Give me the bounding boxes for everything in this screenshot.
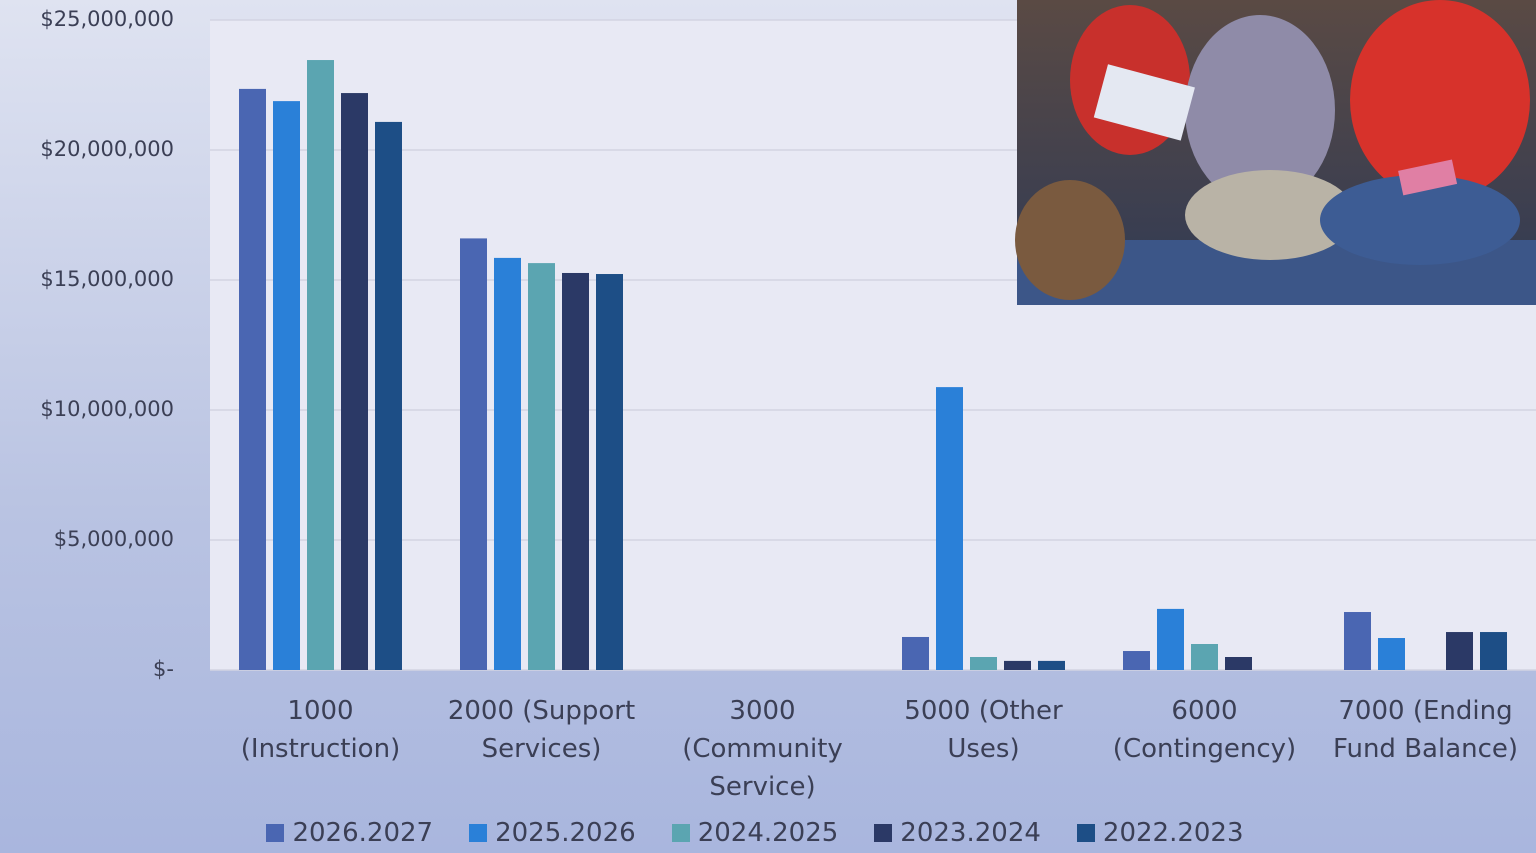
legend-label: 2023.2024 [900, 818, 1041, 848]
legend-swatch [1076, 824, 1095, 842]
bar [936, 387, 963, 670]
bar [1123, 651, 1150, 670]
legend-label: 2026.2027 [292, 818, 434, 848]
legend-entry: 2023.2024 [874, 818, 1041, 848]
x-tick-label: 5000 (Other Uses) [904, 696, 1063, 764]
bar [1004, 660, 1031, 670]
y-tick-label: $5,000,000 [54, 527, 174, 551]
bar [1480, 632, 1507, 670]
bar [307, 60, 334, 671]
legend-entry: 2024.2025 [671, 818, 839, 848]
legend-swatch [874, 824, 893, 842]
bar [239, 88, 266, 670]
legend-label: 2025.2026 [495, 818, 636, 848]
bars [239, 60, 1507, 671]
photo [1015, 0, 1536, 305]
bar [273, 101, 300, 671]
legend-swatch [671, 824, 690, 842]
bar [902, 636, 929, 670]
bar [1157, 608, 1184, 670]
bar [1446, 632, 1473, 670]
legend-label: 2022.2023 [1102, 818, 1244, 848]
bar [494, 257, 521, 670]
legend-swatch [469, 824, 488, 842]
legend-swatch [266, 824, 285, 842]
bar [970, 657, 997, 670]
legend-entry: 2022.2023 [1076, 818, 1244, 848]
bar [375, 121, 402, 671]
y-tick-label: $25,000,000 [40, 7, 174, 31]
bar [341, 93, 368, 670]
y-tick-label: $15,000,000 [40, 267, 174, 291]
bar [1191, 644, 1218, 670]
legend: 2026.2027 2025.2026 2024.2025 2023.2024 2022… [0, 818, 1510, 848]
legend-entry: 2026.2027 [266, 818, 433, 848]
bar [1378, 638, 1405, 670]
y-tick-label: $10,000,000 [40, 397, 174, 421]
bar [528, 263, 555, 670]
bar [562, 272, 589, 670]
y-tick-label: $20,000,000 [40, 137, 174, 161]
bar [1038, 660, 1065, 670]
x-tick-label: 6000 (Contingency) [1112, 696, 1297, 764]
bar [1344, 612, 1371, 670]
x-tick-label: 3000 (Community Service) [682, 696, 843, 802]
x-tick-label: 1000 (Instruction) [240, 696, 401, 764]
bar [460, 238, 487, 670]
x-tick-label: 2000 (Support Services) [447, 696, 636, 764]
x-tick-label: 7000 (Ending Fund Balance) [1332, 696, 1519, 764]
legend-entry: 2025.2026 [469, 818, 636, 848]
bar [596, 274, 623, 670]
bar [1225, 657, 1252, 670]
y-tick-label: $- [153, 657, 174, 681]
legend-label: 2024.2025 [697, 818, 839, 848]
